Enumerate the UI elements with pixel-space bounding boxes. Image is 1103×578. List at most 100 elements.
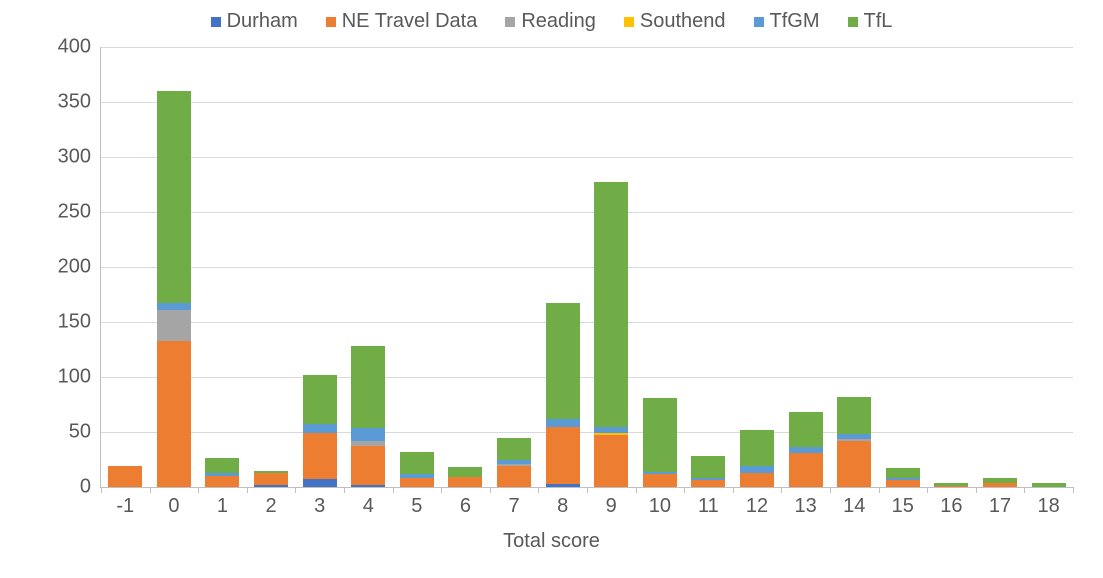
bar-segment-durham xyxy=(303,479,337,487)
legend-item-netravel: NE Travel Data xyxy=(326,10,478,33)
bar-slot: 7 xyxy=(490,47,539,487)
legend-item-durham: Durham xyxy=(211,10,298,33)
legend-swatch-icon xyxy=(754,17,764,27)
x-tick-mark xyxy=(1073,487,1074,493)
bar-segment-netravel xyxy=(254,473,288,485)
bar-segment-tfl xyxy=(303,375,337,425)
legend-label: Southend xyxy=(640,10,726,33)
x-tick-label: 4 xyxy=(363,487,374,518)
x-tick-mark xyxy=(247,487,248,493)
bar-stack xyxy=(254,471,288,487)
bar-segment-tfl xyxy=(837,397,871,434)
bar-stack xyxy=(108,466,142,487)
x-tick-label: 11 xyxy=(698,487,719,518)
bar-segment-tfl xyxy=(789,412,823,447)
bar-segment-netravel xyxy=(886,480,920,487)
bar-segment-netravel xyxy=(497,466,531,487)
bar-stack xyxy=(789,412,823,487)
bar-segment-tfl xyxy=(497,438,531,460)
bar-segment-netravel xyxy=(351,446,385,485)
plot-area: 050100150200250300350400 -10123456789101… xyxy=(100,47,1073,488)
bar-slot: 11 xyxy=(684,47,733,487)
y-tick-label: 150 xyxy=(58,311,101,334)
legend-swatch-icon xyxy=(848,17,858,27)
y-tick-label: 200 xyxy=(58,256,101,279)
bar-stack xyxy=(983,478,1017,487)
legend-item-tfl: TfL xyxy=(848,10,893,33)
bar-stack xyxy=(400,452,434,487)
bar-segment-netravel xyxy=(594,435,628,487)
bar-slot: 5 xyxy=(393,47,442,487)
bar-segment-tfl xyxy=(157,91,191,303)
chart-legend: DurhamNE Travel DataReadingSouthendTfGMT… xyxy=(0,10,1103,33)
y-tick-label: 400 xyxy=(58,36,101,59)
legend-label: Reading xyxy=(521,10,596,33)
bar-stack xyxy=(303,375,337,487)
x-tick-mark xyxy=(1024,487,1025,493)
bar-slot: 14 xyxy=(830,47,879,487)
bar-slot: 12 xyxy=(733,47,782,487)
bar-segment-netravel xyxy=(837,441,871,487)
x-tick-label: 12 xyxy=(746,487,768,518)
bar-stack xyxy=(886,468,920,487)
bar-stack xyxy=(740,430,774,487)
x-tick-label: 2 xyxy=(266,487,277,518)
x-tick-label: 0 xyxy=(168,487,179,518)
x-tick-mark xyxy=(830,487,831,493)
x-tick-mark xyxy=(927,487,928,493)
bar-slot: 15 xyxy=(879,47,928,487)
y-tick-label: 350 xyxy=(58,91,101,114)
bar-stack xyxy=(594,182,628,487)
y-tick-label: 100 xyxy=(58,366,101,389)
y-tick-label: 0 xyxy=(80,476,101,499)
x-tick-label: 10 xyxy=(649,487,671,518)
bar-slot: 2 xyxy=(247,47,296,487)
x-tick-mark xyxy=(587,487,588,493)
bar-stack xyxy=(837,397,871,487)
x-tick-mark xyxy=(976,487,977,493)
x-tick-mark xyxy=(684,487,685,493)
bar-segment-tfgm xyxy=(157,303,191,310)
legend-swatch-icon xyxy=(624,17,634,27)
bar-segment-netravel xyxy=(205,476,239,487)
x-tick-label: 7 xyxy=(508,487,519,518)
legend-label: TfL xyxy=(864,10,893,33)
bar-slot: 10 xyxy=(636,47,685,487)
bar-slot: 6 xyxy=(441,47,490,487)
x-tick-label: 16 xyxy=(940,487,962,518)
bar-segment-tfl xyxy=(205,458,239,472)
bar-slot: 18 xyxy=(1024,47,1073,487)
bar-segment-netravel xyxy=(691,480,725,487)
bar-slot: 17 xyxy=(976,47,1025,487)
x-tick-label: 17 xyxy=(989,487,1011,518)
bar-segment-netravel xyxy=(740,473,774,487)
x-tick-mark xyxy=(441,487,442,493)
x-tick-mark xyxy=(781,487,782,493)
y-tick-label: 250 xyxy=(58,201,101,224)
bar-segment-netravel xyxy=(643,474,677,487)
bar-segment-tfgm xyxy=(351,428,385,441)
bar-slot: -1 xyxy=(101,47,150,487)
bar-segment-tfl xyxy=(886,468,920,478)
bar-slot: 16 xyxy=(927,47,976,487)
stacked-bar-chart: DurhamNE Travel DataReadingSouthendTfGMT… xyxy=(0,0,1103,578)
legend-item-reading: Reading xyxy=(505,10,596,33)
x-axis-title: Total score xyxy=(0,530,1103,553)
bar-stack xyxy=(205,458,239,487)
bar-slot: 4 xyxy=(344,47,393,487)
bar-segment-netravel xyxy=(789,453,823,487)
bar-segment-tfgm xyxy=(594,427,628,434)
bar-segment-tfl xyxy=(643,398,677,472)
bars-container: -10123456789101112131415161718 xyxy=(101,47,1073,487)
x-tick-label: 18 xyxy=(1037,487,1059,518)
bar-segment-tfl xyxy=(740,430,774,466)
x-tick-mark xyxy=(879,487,880,493)
bar-segment-netravel xyxy=(448,477,482,487)
bar-stack xyxy=(448,467,482,487)
bar-segment-tfl xyxy=(546,303,580,419)
x-tick-mark xyxy=(490,487,491,493)
legend-swatch-icon xyxy=(505,17,515,27)
bar-segment-tfl xyxy=(691,456,725,478)
y-tick-label: 50 xyxy=(69,421,101,444)
x-tick-mark xyxy=(295,487,296,493)
